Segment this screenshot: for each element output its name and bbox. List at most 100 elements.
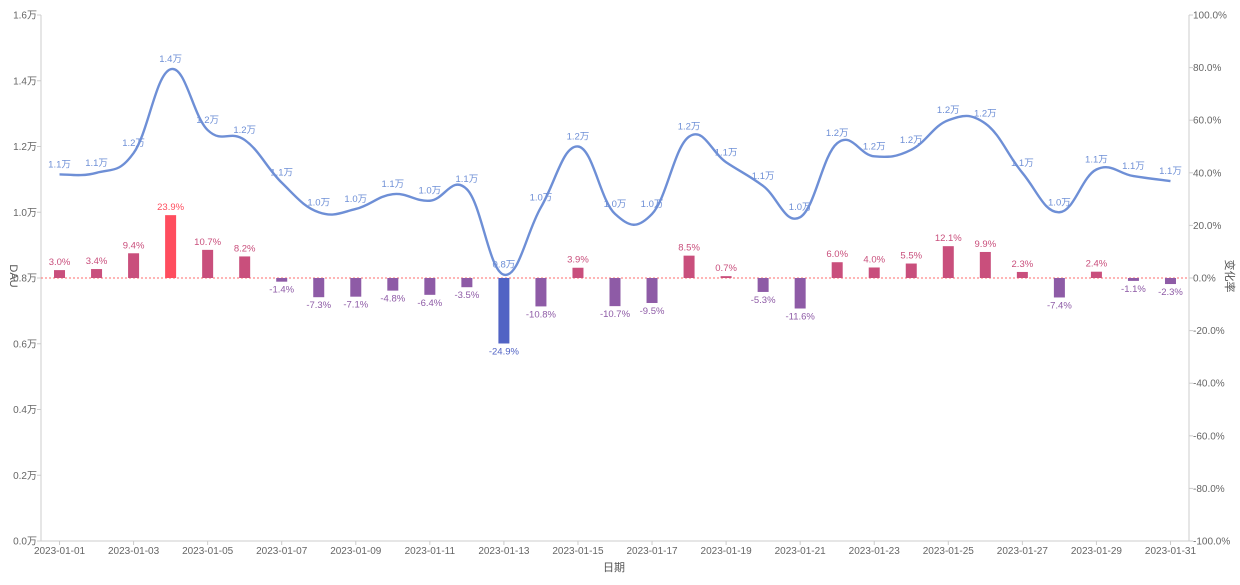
change-bar [646, 278, 658, 303]
x-tick-label: 2023-01-03 [108, 546, 160, 557]
dau-point-label: 1.0万 [418, 186, 441, 197]
dau-point-label: 1.1万 [381, 179, 404, 190]
change-bar [313, 278, 325, 298]
x-tick-label: 2023-01-31 [1145, 546, 1197, 557]
dau-point-label: 1.0万 [1048, 197, 1071, 208]
change-rate-label: -10.8% [526, 309, 557, 320]
change-bar [91, 269, 103, 278]
dau-point-label: 1.1万 [1085, 155, 1108, 166]
dau-point-label: 1.4万 [159, 54, 182, 65]
change-bar [720, 276, 732, 278]
change-rate-label: -7.3% [306, 300, 331, 311]
dau-point-label: 1.1万 [456, 174, 479, 185]
dau-point-label: 1.2万 [233, 125, 256, 136]
change-rate-label: -2.3% [1158, 287, 1183, 298]
change-bar [424, 278, 436, 295]
change-rate-label: 3.4% [86, 256, 108, 267]
bars-layer [54, 215, 1176, 344]
y-right-tick-label: 40.0% [1193, 168, 1221, 179]
change-bar [905, 263, 917, 278]
change-bar [350, 278, 362, 297]
dau-point-label: 1.1万 [752, 171, 775, 182]
change-rate-label: -24.9% [489, 346, 520, 357]
y-right-tick-label: -100.0% [1193, 537, 1230, 548]
change-bar [54, 270, 66, 278]
dau-point-label: 1.2万 [567, 132, 590, 143]
change-rate-label: 9.9% [974, 239, 996, 250]
y-right-tick-label: 60.0% [1193, 116, 1221, 127]
change-rate-label: 8.2% [234, 243, 256, 254]
change-rate-label: -7.1% [343, 300, 368, 311]
x-tick-label: 2023-01-21 [775, 546, 827, 557]
change-bar [535, 278, 547, 307]
change-rate-label: 5.5% [900, 251, 922, 262]
dau-point-label: 1.0万 [789, 202, 812, 213]
change-bar [1090, 271, 1102, 278]
change-rate-label: 0.7% [715, 263, 737, 274]
dau-point-label: 1.1万 [48, 159, 71, 170]
y-right-tick-label: -40.0% [1193, 379, 1225, 390]
x-tick-label: 2023-01-05 [182, 546, 234, 557]
change-rate-label: 9.4% [123, 240, 145, 251]
y-left-tick-label: 1.6万 [13, 11, 37, 22]
x-tick-label: 2023-01-11 [405, 546, 456, 557]
change-bar [683, 255, 695, 278]
change-bar [1016, 271, 1028, 278]
change-bar [831, 262, 843, 278]
change-rate-label: 23.9% [157, 202, 184, 213]
dau-point-label: 1.1万 [270, 168, 293, 179]
change-rate-label: -6.4% [417, 298, 442, 309]
dau-point-label: 1.0万 [604, 199, 627, 210]
x-tick-label: 2023-01-09 [330, 546, 382, 557]
dau-point-label: 1.0万 [307, 197, 330, 208]
dau-point-label: 1.2万 [863, 141, 886, 152]
y-left-tick-label: 1.4万 [13, 76, 37, 87]
change-bar [757, 278, 769, 292]
axes-layer: 0.0万 0.2万 0.4万 0.6万 0.8万 1.0万 1.2万 1.4万 1.6万 -100… [13, 11, 1230, 558]
change-bar [609, 278, 621, 307]
change-rate-label: 8.5% [678, 243, 700, 254]
y-right-tick-label: 100.0% [1193, 11, 1227, 22]
y-right-tick-label: 80.0% [1193, 63, 1221, 74]
change-rate-label: -3.5% [454, 290, 479, 301]
dau-point-label: 1.2万 [826, 128, 849, 139]
change-bar [165, 215, 177, 278]
x-tick-label: 2023-01-27 [997, 546, 1049, 557]
dau-point-label: 1.0万 [530, 192, 553, 203]
dau-point-label: 1.1万 [1122, 161, 1145, 172]
x-tick-label: 2023-01-13 [478, 546, 530, 557]
x-axis-title: 日期 [603, 561, 625, 574]
line-layer [59, 68, 1171, 276]
y-right-tick-label: 0.0% [1193, 274, 1216, 285]
change-bar [202, 249, 214, 278]
change-bar [239, 256, 251, 278]
y-left-tick-label: 0.6万 [13, 339, 37, 350]
change-rate-label: 4.0% [863, 254, 885, 265]
x-tick-label: 2023-01-19 [701, 546, 753, 557]
change-bar [1127, 278, 1139, 281]
y-axis-right-title: 变化率 [1223, 260, 1237, 293]
dau-point-label: 1.1万 [1011, 158, 1034, 169]
x-tick-label: 2023-01-15 [552, 546, 604, 557]
dau-point-label: 1.0万 [641, 199, 664, 210]
dau-point-label: 1.0万 [344, 194, 367, 205]
x-tick-label: 2023-01-17 [626, 546, 678, 557]
change-rate-label: -1.4% [269, 285, 294, 296]
dau-point-label: 1.2万 [900, 135, 923, 146]
change-rate-label: 2.4% [1086, 259, 1108, 270]
x-tick-label: 2023-01-25 [923, 546, 975, 557]
change-rate-label: -5.3% [751, 295, 776, 306]
dau-point-label: 1.2万 [937, 105, 960, 116]
change-rate-label: 2.3% [1012, 259, 1034, 270]
labels-layer: 3.0% 3.4% 9.4% 23.9% 10.7% 8.2% -1.4% -7.3% -7.1… [48, 54, 1183, 357]
dau-point-label: 1.2万 [974, 108, 997, 119]
change-rate-label: -4.8% [380, 294, 405, 305]
dau-point-label: 1.2万 [196, 115, 219, 126]
dau-point-label: 1.1万 [715, 147, 738, 158]
change-rate-label: -11.6% [785, 312, 815, 323]
dau-line [59, 68, 1171, 276]
change-rate-label: 3.9% [567, 255, 589, 266]
dau-point-label: 1.2万 [122, 138, 145, 149]
